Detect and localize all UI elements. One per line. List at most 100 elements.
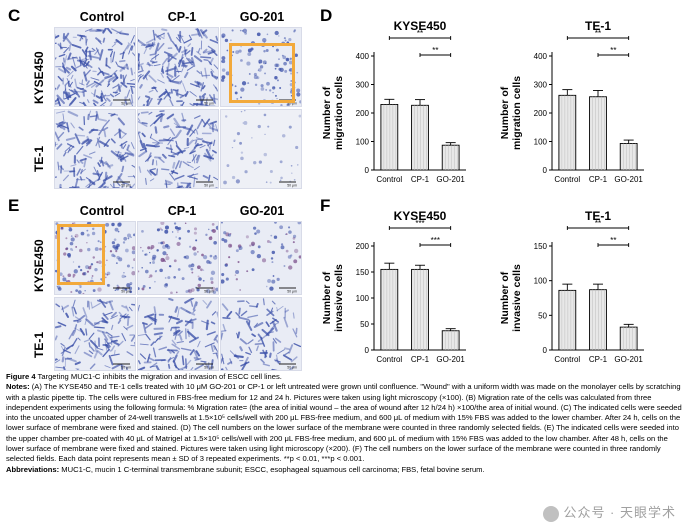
bar [441,144,460,171]
y-tick-label: 200 [356,109,370,118]
chart-f-kyse450: KYSE450 Number of invasive cells 0 50 100 150 2… [321,209,466,364]
svg-text:50 μm: 50 μm [204,184,214,188]
x-tick-label: CP-1 [411,355,430,364]
x-tick-label: CP-1 [411,175,430,184]
x-tick-label: GO-201 [614,355,643,364]
bar [619,326,638,351]
y-tick-label: 150 [534,242,548,251]
bar [619,143,638,171]
abbrev-label: Abbreviations: [6,464,60,474]
y-tick-label: 200 [356,242,370,251]
y-tick-label: 200 [534,109,548,118]
chart-title: KYSE450 [394,19,447,33]
caption-abbreviations: Abbreviations: MUC1-C, mucin 1 C-termina… [6,465,688,475]
significance-label: ** [610,236,616,245]
chart-d-te1: TE-1 Number of migration cells 0 100 200 300 40… [499,19,644,184]
svg-text:50 μm: 50 μm [121,102,131,106]
panel-label-f: F [320,196,331,215]
y-axis-label: migration cells [511,76,523,150]
column-title-cp1: CP-1 [167,204,197,218]
micrograph-e-te1-control: 50 μm [54,297,136,371]
notes-label: Notes: [6,382,30,392]
x-tick-label: Control [376,355,402,364]
micrograph-c-te1-cp1: 50 μm [137,109,219,189]
significance-label: ** [595,29,601,38]
micrograph-c-kyse450-cp1: 50 μm [137,27,219,107]
y-tick-label: 0 [543,166,548,175]
y-tick-label: 400 [534,52,548,61]
svg-text:50 μm: 50 μm [287,290,297,294]
y-tick-label: 300 [534,81,548,90]
panel-label-e: E [8,196,20,215]
x-tick-label: CP-1 [589,355,608,364]
caption-notes: Notes: (A) The KYSE450 and TE-1 cells tr… [6,382,688,464]
y-tick-label: 0 [365,346,370,355]
y-tick-label: 100 [356,294,370,303]
y-tick-label: 400 [356,52,370,61]
row-label-kyse450: KYSE450 [32,51,46,104]
significance-label: *** [415,219,424,228]
bar [441,330,460,351]
chart-title: TE-1 [585,19,611,33]
y-tick-label: 0 [365,166,370,175]
micrograph-c-te1-control: 50 μm [54,109,136,189]
significance-label: ** [595,219,601,228]
svg-text:50 μm: 50 μm [287,184,297,188]
highlight-box [229,43,295,103]
chart-f-te1: TE-1 Number of invasive cells 0 50 100 150 Cont… [499,209,644,364]
row-label-kyse450: KYSE450 [32,239,46,292]
wechat-icon [543,506,560,522]
figure-caption: Figure 4 Targeting MUC1-C inhibits the m… [6,372,688,475]
y-axis-label: invasive cells [333,264,345,332]
y-axis-label: invasive cells [511,264,523,332]
y-tick-label: 100 [356,138,370,147]
row-label-te1: TE-1 [32,331,46,358]
y-axis-label: Number of [321,271,333,324]
column-title-go201: GO-201 [239,10,285,24]
notes-text: (A) The KYSE450 and TE-1 cells treated w… [6,382,682,464]
significance-label: *** [431,236,440,245]
caption-title-line: Figure 4 Targeting MUC1-C inhibits the m… [6,372,688,382]
y-tick-label: 50 [538,311,547,320]
column-title-cp1: CP-1 [167,10,197,24]
svg-text:50 μm: 50 μm [121,366,131,370]
x-tick-label: Control [376,175,402,184]
bar [589,289,607,351]
micrograph-e-te1-cp1: 50 μm [137,297,219,371]
svg-text:50 μm: 50 μm [121,184,131,188]
bar [589,96,607,171]
significance-label: ** [432,46,438,55]
micrograph-e-kyse450-go201: 50 μm [220,221,302,295]
bar [411,104,429,171]
x-tick-label: GO-201 [614,175,643,184]
svg-text:50 μm: 50 μm [287,102,297,106]
significance-label: ** [417,29,423,38]
micrograph-e-te1-go201: 50 μm [220,297,302,371]
y-axis-label: Number of [499,271,511,324]
row-label-te1: TE-1 [32,145,46,172]
chart-title: TE-1 [585,209,611,223]
x-tick-label: Control [554,355,580,364]
svg-text:50 μm: 50 μm [204,102,214,106]
abbrev-text: MUC1-C, mucin 1 C-terminal transmembrane… [61,464,485,474]
chart-title: KYSE450 [394,209,447,223]
bar [411,268,429,351]
y-tick-label: 100 [534,277,548,286]
column-title-control: Control [79,204,125,218]
y-tick-label: 50 [360,320,369,329]
bar [380,103,399,171]
highlight-box [57,224,105,285]
svg-text:50 μm: 50 μm [121,290,131,294]
bar [558,289,577,351]
chart-d-kyse450: KYSE450 Number of migration cells 0 100 200 30… [321,19,466,184]
x-tick-label: GO-201 [436,175,465,184]
y-axis-label: Number of [499,86,511,139]
x-tick-label: Control [554,175,580,184]
y-tick-label: 150 [356,268,370,277]
x-tick-label: CP-1 [589,175,608,184]
y-tick-label: 0 [543,346,548,355]
x-tick-label: GO-201 [436,355,465,364]
figure-label: Figure 4 [6,372,36,381]
significance-label: ** [610,46,616,55]
